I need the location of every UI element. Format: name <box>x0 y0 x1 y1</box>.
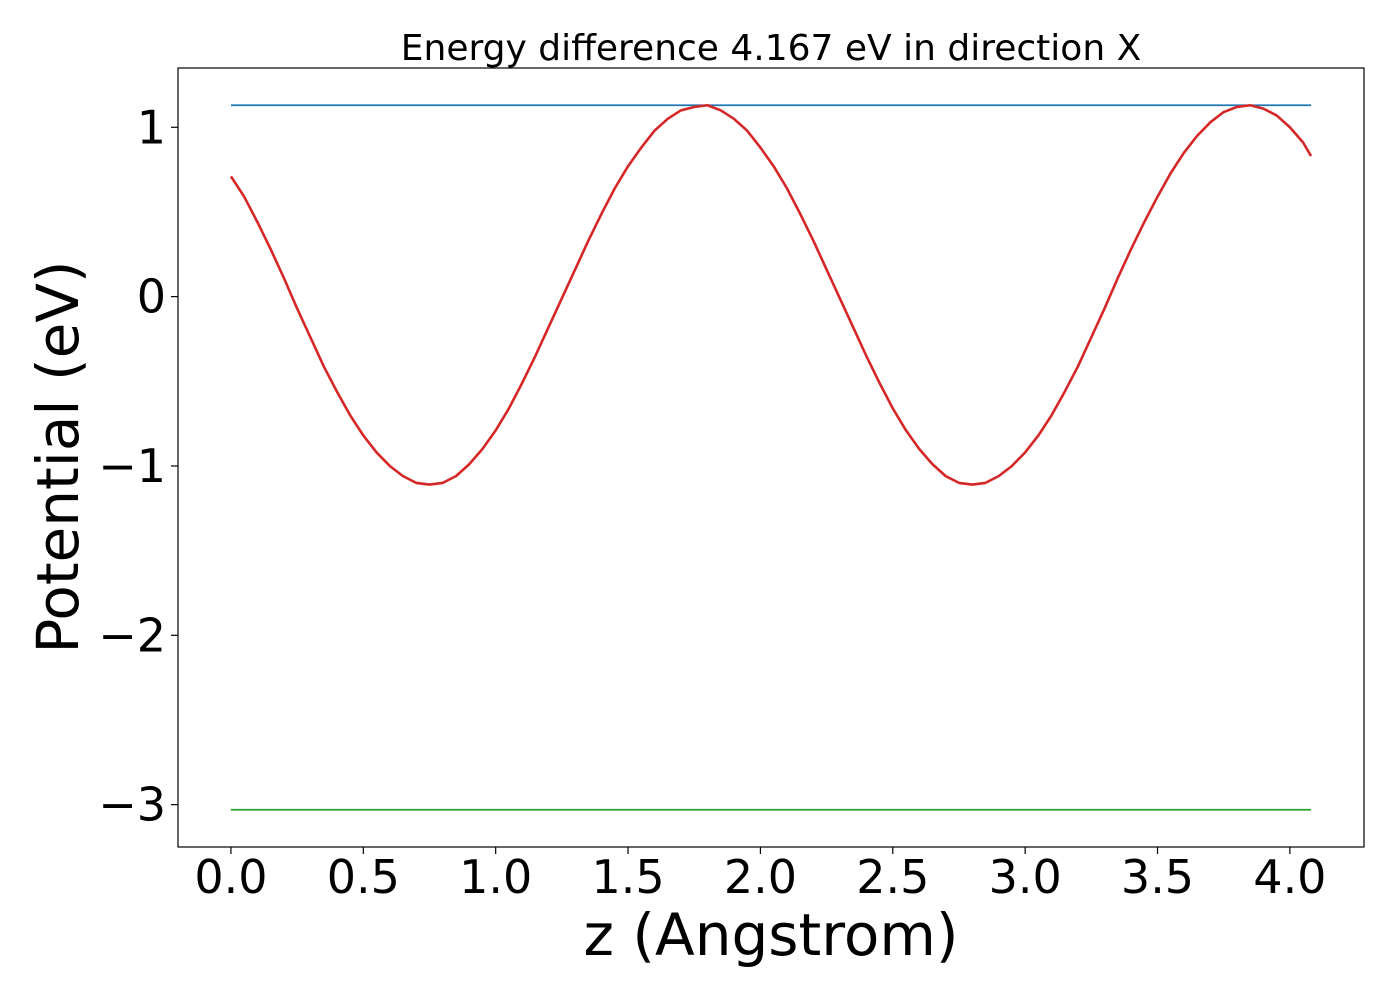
y-tick-label: 1 <box>137 100 166 154</box>
x-tick-label: 1.5 <box>591 850 664 904</box>
series-layer <box>229 103 1313 811</box>
x-tick-label: 1.0 <box>459 850 532 904</box>
x-tick-label: 2.5 <box>856 850 929 904</box>
x-axis-ticks: 0.0 0.5 1.0 1.5 2.0 2.5 3.0 3.5 4.0 <box>194 847 1326 904</box>
x-tick-label: 3.5 <box>1121 850 1194 904</box>
x-tick-label: 4.0 <box>1253 850 1326 904</box>
series-line-2 <box>229 103 1313 486</box>
y-axis-label: Potential (eV) <box>24 260 92 653</box>
x-axis-label: z (Angstrom) <box>584 901 959 969</box>
y-tick-label: −2 <box>98 608 166 662</box>
y-tick-label: −3 <box>98 778 166 832</box>
y-tick-label: 0 <box>137 270 166 324</box>
y-tick-label: −1 <box>98 439 166 493</box>
plot-frame <box>177 67 1365 848</box>
x-tick-label: 0.5 <box>327 850 400 904</box>
chart-title: Energy difference 4.167 eV in direction … <box>401 28 1142 69</box>
x-tick-label: 3.0 <box>989 850 1062 904</box>
x-tick-label: 0.0 <box>194 850 267 904</box>
x-tick-label: 2.0 <box>724 850 797 904</box>
y-axis-ticks: 1 0 −1 −2 −3 <box>98 100 178 832</box>
